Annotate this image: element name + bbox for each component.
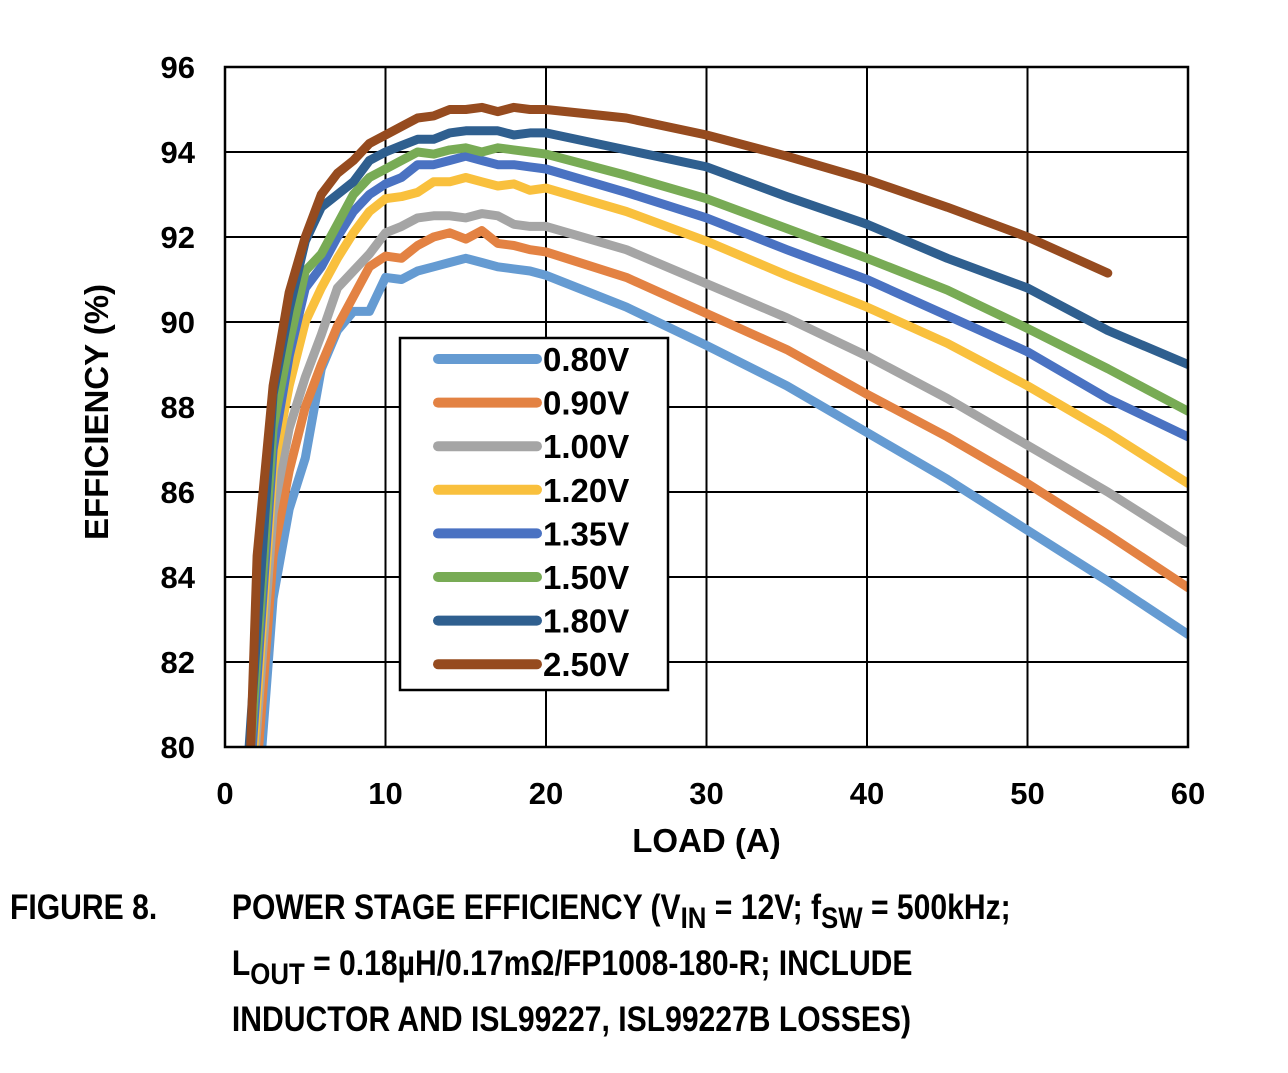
x-tick-label: 20	[529, 776, 563, 811]
figure-label: FIGURE 8.	[10, 888, 158, 927]
legend-box	[398, 336, 670, 692]
series-line-0-90v	[254, 226, 1188, 747]
caption-subscript: SW	[821, 902, 863, 935]
figure-caption: FIGURE 8. POWER STAGE EFFICIENCY (VIN = 1…	[10, 880, 1102, 1048]
y-tick-label: 88	[161, 390, 195, 425]
caption-text: L	[231, 944, 251, 983]
legend-label: 1.35V	[543, 515, 629, 552]
x-tick-label: 0	[216, 776, 233, 811]
x-tick-label: 10	[368, 776, 402, 811]
caption-subscript: OUT	[250, 958, 305, 991]
y-tick-label: 86	[161, 475, 195, 510]
caption-line-1: FIGURE 8. POWER STAGE EFFICIENCY (VIN = 1…	[10, 880, 1102, 936]
legend-label: 1.80V	[543, 603, 629, 640]
y-tick-labels: 80 82 84 86 88 90 92 94 96	[161, 50, 196, 765]
y-axis-title: EFFICIENCY (%)	[78, 284, 115, 540]
legend-label: 0.80V	[543, 341, 629, 378]
plot-frame	[223, 65, 1190, 749]
caption-line-3: INDUCTOR AND ISL99227, ISL99227B LOSSES)	[231, 1000, 912, 1039]
legend-label: 1.50V	[543, 559, 629, 596]
caption-text: POWER STAGE EFFICIENCY (V	[231, 888, 681, 927]
caption-line-2: LOUT = 0.18µH/0.17mΩ/FP1008-180-R; INCLU…	[10, 936, 1102, 992]
y-tick-label: 82	[161, 645, 195, 680]
caption-text: = 500kHz;	[862, 888, 1011, 927]
x-tick-labels: 0 10 20 30 40 50 60	[216, 776, 1205, 811]
x-axis-title: LOAD (A)	[632, 822, 780, 859]
x-tick-label: 60	[1171, 776, 1205, 811]
series-line-1-80v	[244, 126, 1188, 747]
y-tick-label: 84	[161, 560, 196, 595]
series-line-2-50v	[246, 102, 1113, 747]
y-tick-label: 92	[161, 220, 195, 255]
series-lines	[244, 102, 1188, 747]
x-tick-label: 50	[1010, 776, 1044, 811]
caption-text: = 12V; f	[706, 888, 822, 927]
legend-label: 1.20V	[543, 472, 629, 509]
caption-text: = 0.18µH/0.17mΩ/FP1008-180-R; INCLUDE	[304, 944, 913, 983]
x-tick-label: 30	[689, 776, 723, 811]
y-tick-label: 90	[161, 305, 195, 340]
caption-subscript: IN	[680, 902, 707, 935]
efficiency-chart: 80 82 84 86 88 90 92 94 96 0 10 20 30 40 50 60 LOAD (A…	[78, 50, 1205, 859]
legend-label: 0.90V	[543, 385, 629, 422]
legend-label: 1.00V	[543, 428, 629, 465]
y-tick-label: 80	[161, 730, 195, 765]
legend-label: 2.50V	[543, 646, 629, 683]
legend: 0.80V 0.90V 1.00V 1.20V 1.35V 1.50V 1.80V 2.50V	[398, 336, 670, 692]
y-tick-label: 94	[161, 135, 196, 170]
series-line-1-00v	[251, 209, 1188, 747]
series-line-1-50v	[246, 143, 1188, 747]
series-line-1-35v	[247, 151, 1188, 747]
series-line-1-20v	[249, 173, 1188, 747]
x-tick-label: 40	[850, 776, 884, 811]
y-tick-label: 96	[161, 50, 195, 85]
